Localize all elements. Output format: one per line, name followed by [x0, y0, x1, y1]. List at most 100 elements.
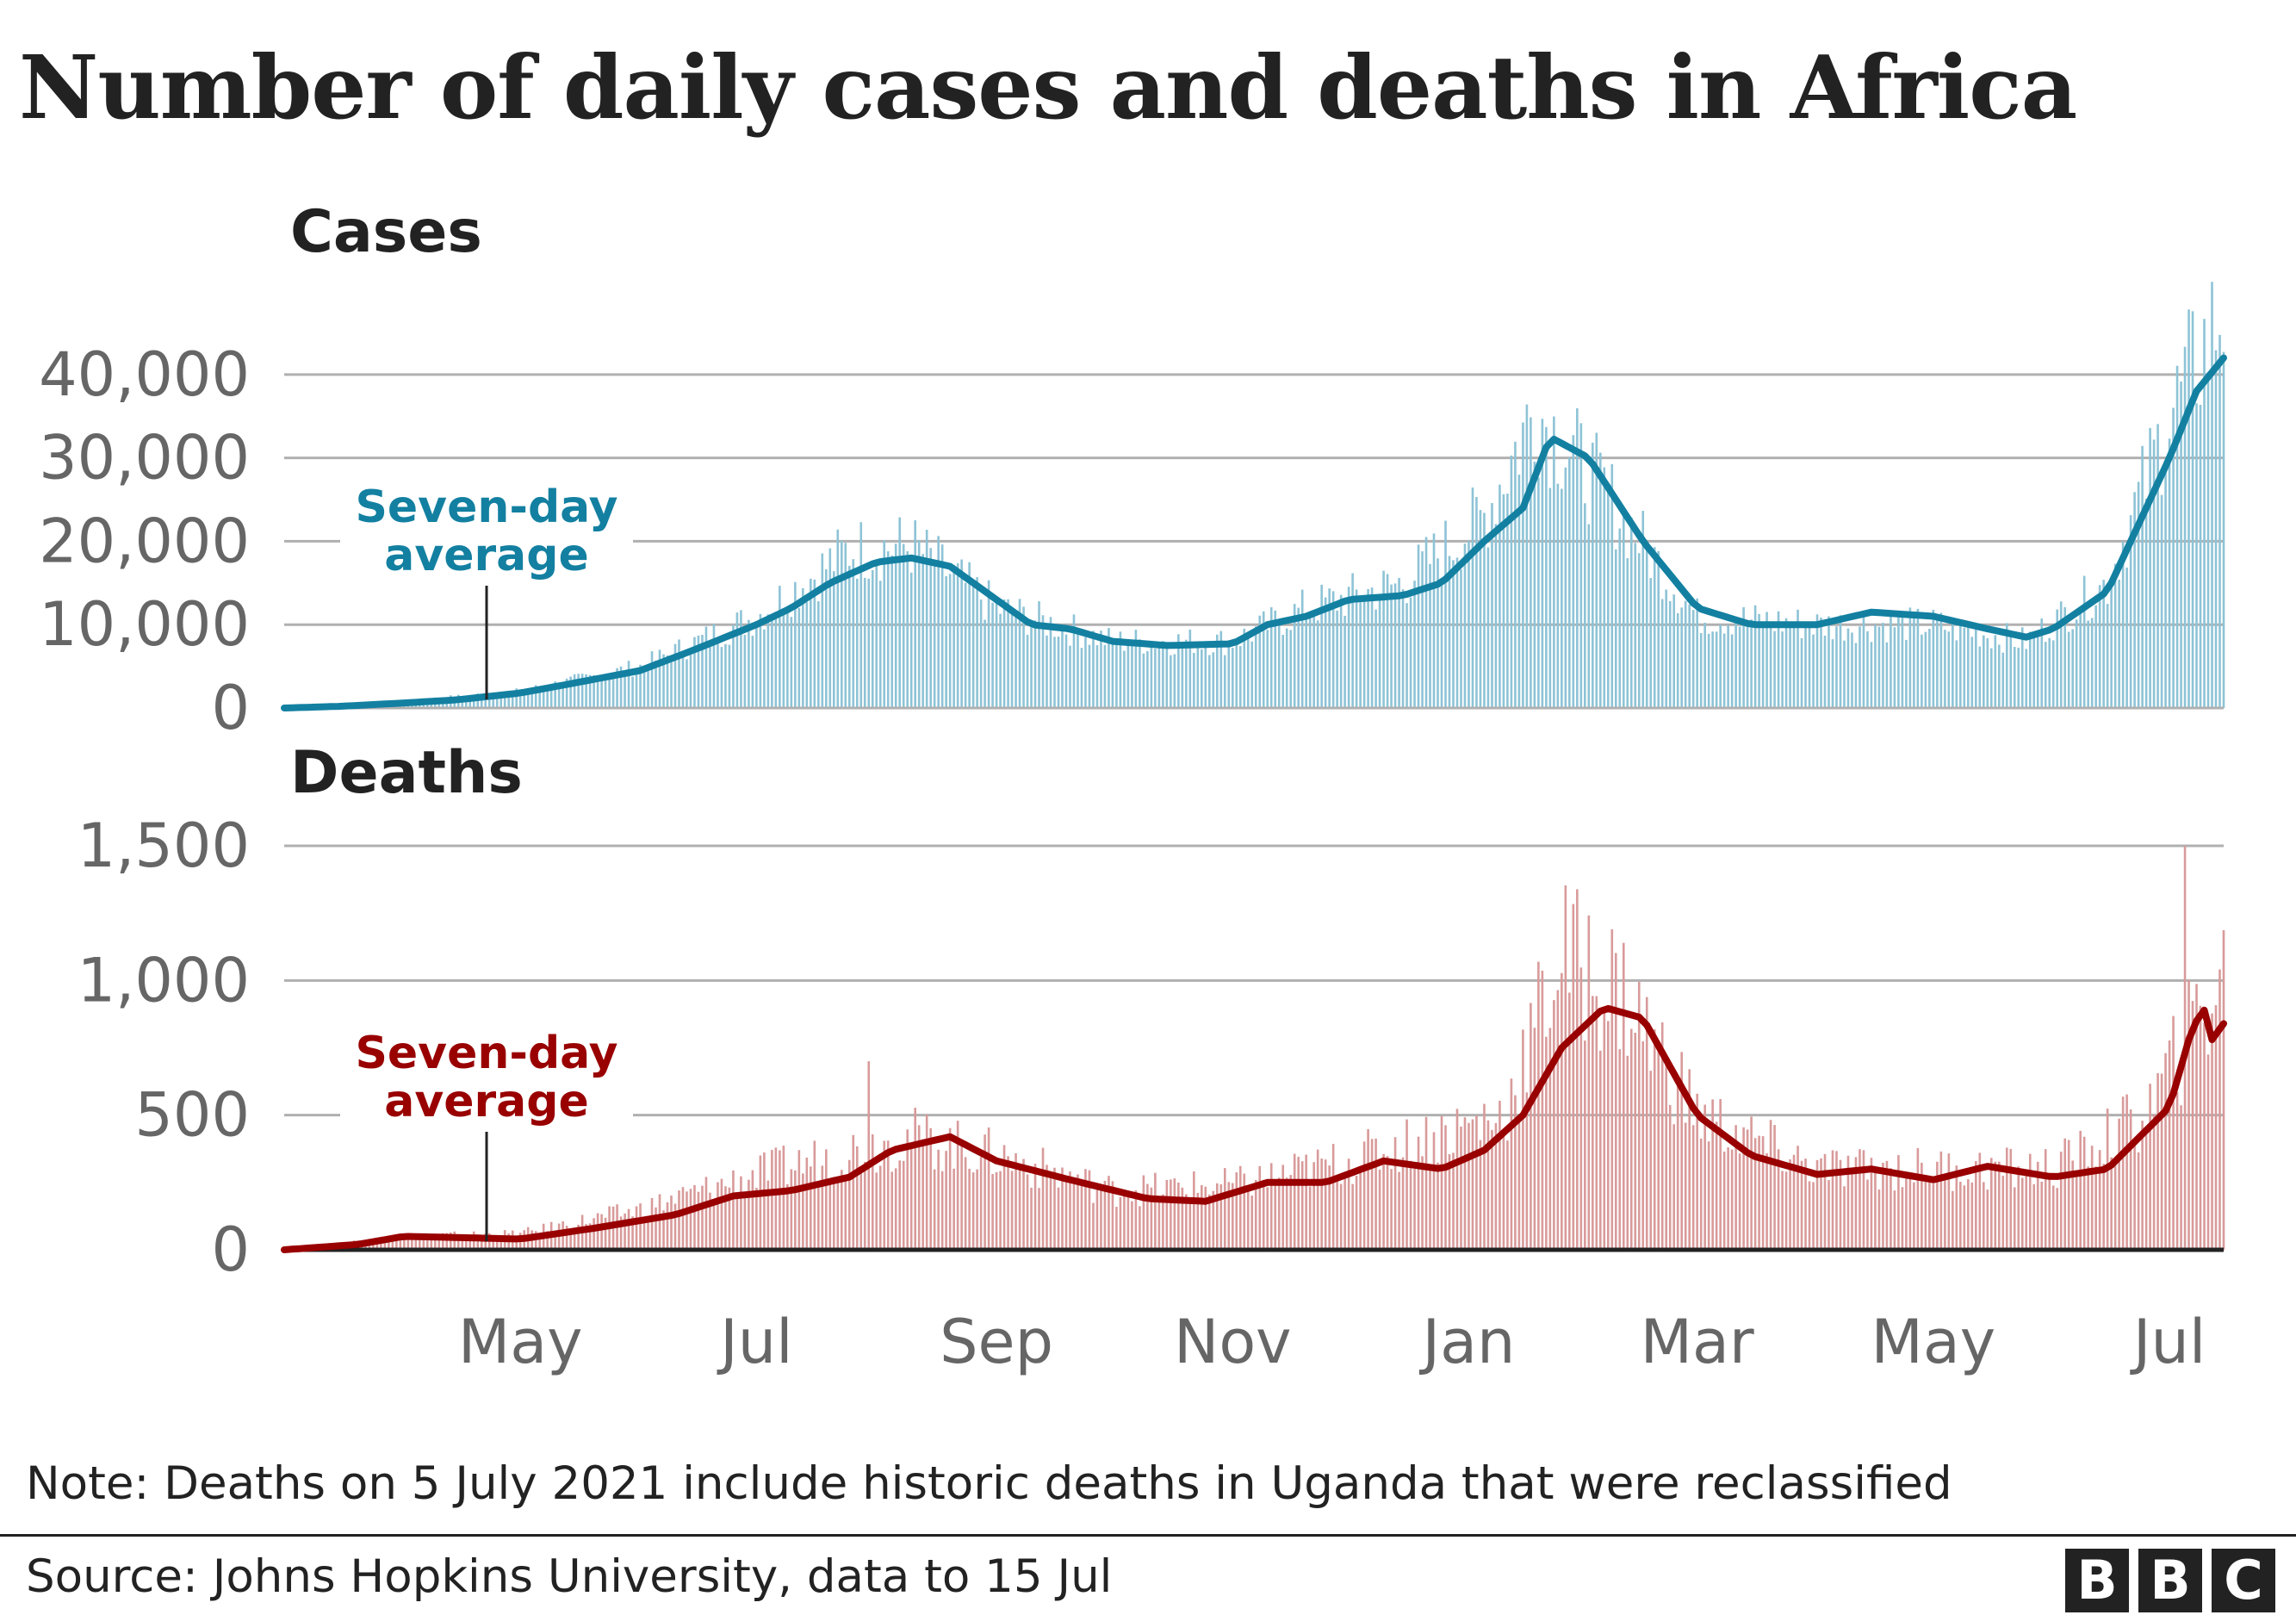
daily-bar	[1997, 644, 2001, 708]
daily-bar	[658, 1194, 661, 1250]
daily-bar	[1486, 1120, 1490, 1250]
daily-bar	[1804, 1158, 1807, 1250]
daily-bar	[1111, 638, 1114, 708]
daily-bar	[968, 1168, 971, 1250]
daily-bar	[1494, 524, 1498, 708]
daily-bar	[596, 681, 599, 708]
daily-bar	[1691, 610, 1695, 708]
daily-bar	[1266, 1187, 1269, 1250]
daily-bar	[1483, 512, 1486, 708]
daily-bar	[1514, 441, 1517, 708]
daily-bar	[1347, 1158, 1350, 1250]
daily-bar	[1541, 419, 1544, 708]
daily-bar	[1289, 630, 1293, 708]
daily-bar	[1792, 624, 1796, 708]
daily-bar	[1131, 1201, 1133, 1250]
daily-bar	[1924, 631, 1927, 708]
daily-bar	[2137, 481, 2140, 708]
daily-bar	[1777, 1149, 1780, 1250]
daily-bar	[1622, 507, 1625, 708]
daily-bar	[1885, 642, 1889, 708]
daily-bar	[1970, 1182, 1974, 1250]
daily-bar	[534, 685, 537, 708]
daily-bar	[906, 1129, 909, 1250]
daily-bar	[1208, 1194, 1211, 1250]
daily-bar	[1506, 494, 1509, 708]
daily-bar	[929, 548, 932, 708]
daily-bar	[492, 693, 495, 708]
daily-bar	[1514, 1095, 1517, 1250]
daily-bar	[1022, 1158, 1025, 1250]
daily-bar	[1839, 615, 1842, 708]
y-tick-label: 10,000	[39, 589, 250, 660]
daily-bar	[1219, 630, 1223, 708]
daily-bar	[2079, 1130, 2082, 1250]
daily-bar	[1181, 1187, 1184, 1250]
daily-bar	[585, 1224, 587, 1250]
daily-bar	[1494, 1122, 1498, 1250]
daily-bar	[1328, 588, 1331, 708]
daily-bar	[1637, 553, 1641, 708]
cases-panel: Cases 0 10,000 20,000 30,000 40,000 Seven-daya…	[39, 198, 2227, 743]
daily-bar	[1269, 1163, 1273, 1250]
daily-bar	[902, 1160, 905, 1250]
daily-bar	[2001, 652, 2005, 708]
daily-bar	[2191, 1001, 2194, 1250]
daily-bar	[794, 1170, 797, 1250]
annotation-text: average	[384, 530, 588, 581]
daily-bar	[642, 1216, 646, 1250]
daily-bar	[1688, 1069, 1691, 1250]
daily-bar	[2110, 587, 2113, 708]
daily-bar	[647, 671, 649, 708]
daily-bar	[1618, 528, 1622, 708]
daily-bar	[1437, 558, 1439, 708]
daily-bar	[933, 565, 936, 708]
daily-bar	[2211, 1013, 2213, 1250]
daily-bar	[797, 607, 801, 708]
daily-bar	[1599, 452, 1602, 708]
daily-bar	[500, 1235, 503, 1250]
daily-bar	[701, 1185, 704, 1250]
daily-bar	[662, 1210, 665, 1250]
daily-bar	[1173, 654, 1176, 708]
daily-bar	[1170, 1179, 1172, 1250]
daily-bar	[1983, 1182, 1985, 1250]
daily-bar	[2141, 1121, 2144, 1250]
daily-bar	[1924, 1180, 1927, 1250]
daily-bar	[472, 695, 475, 708]
daily-bar	[1491, 502, 1493, 708]
daily-bar	[1989, 1158, 1993, 1250]
daily-bar	[1123, 650, 1126, 708]
daily-bar	[1308, 613, 1312, 708]
daily-bar	[2032, 631, 2036, 708]
daily-bar	[751, 636, 754, 708]
daily-bar	[1072, 614, 1076, 708]
daily-bar	[1893, 627, 1896, 708]
daily-bar	[2071, 1160, 2074, 1250]
daily-bar	[852, 559, 855, 708]
daily-bar	[1421, 1156, 1424, 1250]
daily-bar	[1103, 1180, 1107, 1250]
daily-bar	[1761, 626, 1765, 708]
daily-bar	[1398, 577, 1400, 708]
daily-bar	[1305, 1154, 1307, 1250]
daily-bar	[1963, 1185, 1966, 1250]
daily-bar	[515, 1237, 518, 1250]
daily-bar	[2056, 1188, 2059, 1250]
daily-bar	[1657, 1041, 1660, 1250]
daily-bar	[1038, 601, 1040, 708]
daily-bar	[1734, 1125, 1737, 1250]
daily-bar	[1486, 547, 1490, 708]
daily-bar	[608, 677, 611, 708]
daily-bar	[1784, 1171, 1788, 1250]
daily-bar	[1258, 615, 1262, 708]
daily-bar	[1312, 613, 1315, 708]
daily-bar	[414, 1239, 418, 1250]
daily-bar	[1719, 624, 1722, 708]
daily-bar	[914, 520, 916, 708]
daily-bar	[2020, 1177, 2024, 1250]
daily-bar	[2028, 1153, 2032, 1250]
daily-bar	[1126, 1196, 1130, 1250]
daily-bar	[697, 635, 700, 708]
